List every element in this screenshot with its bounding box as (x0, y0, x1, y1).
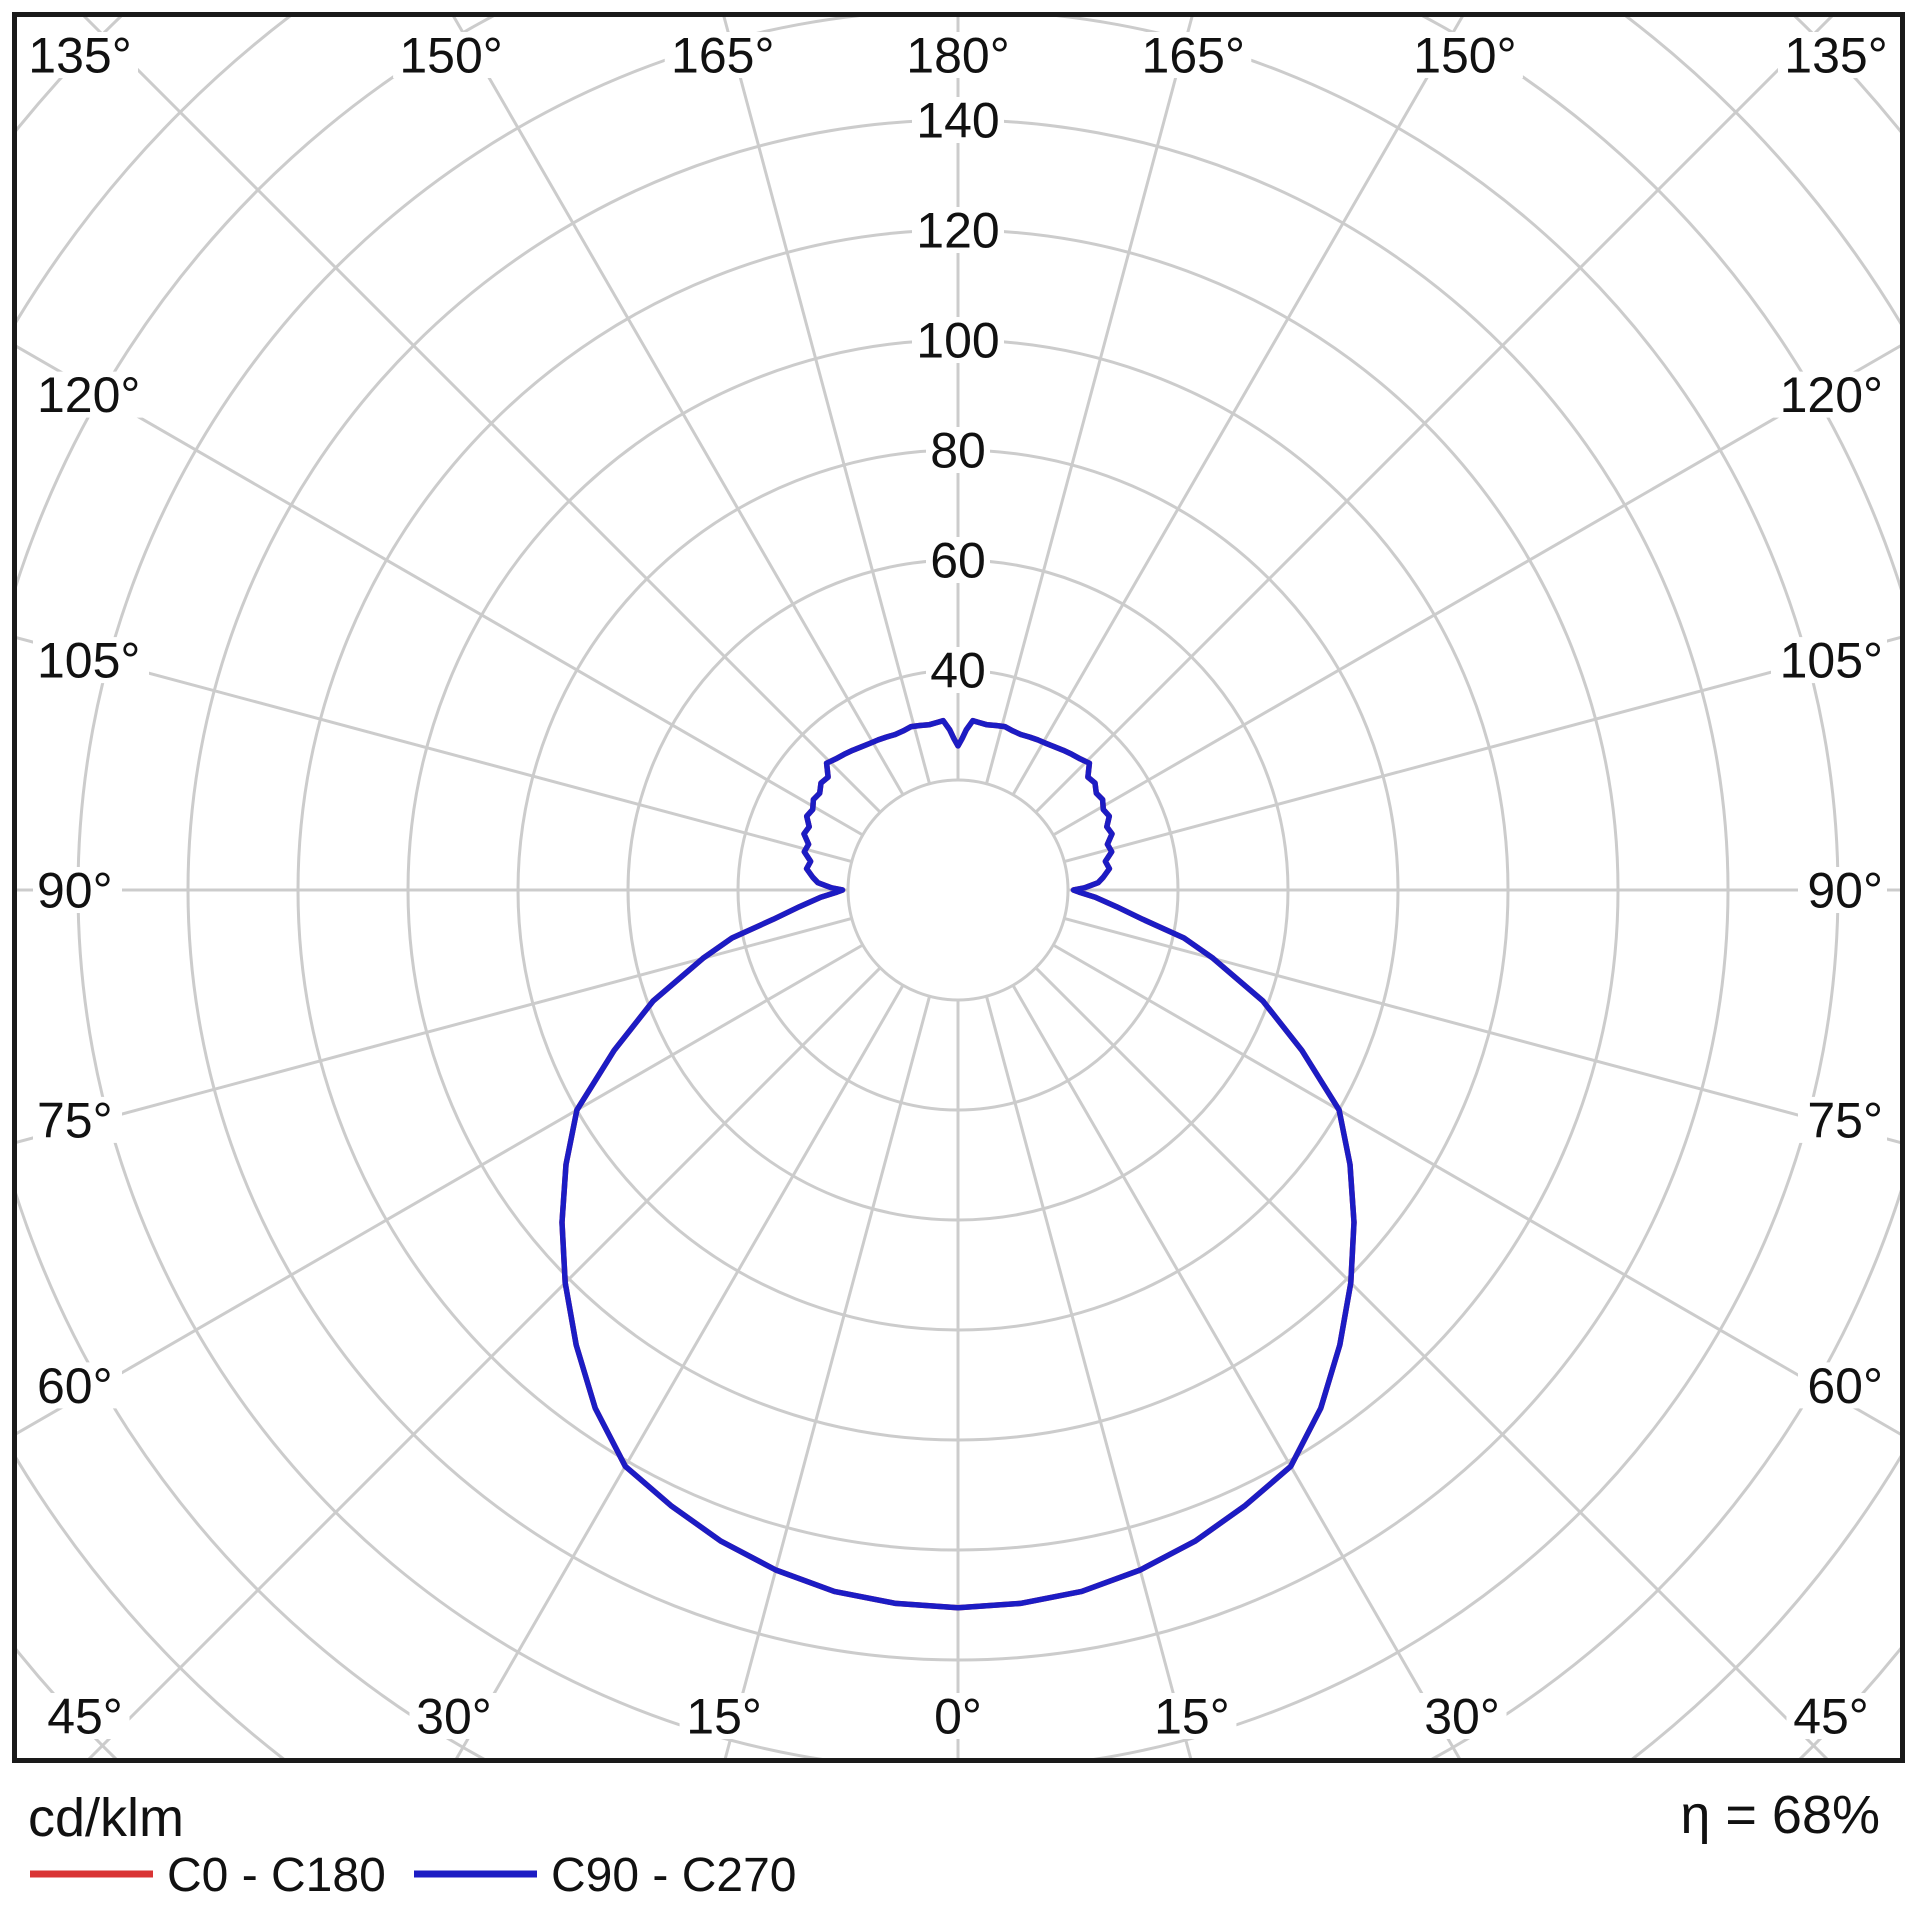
grid-spoke (1011, 17, 1464, 796)
angle-tick-label: 45° (1793, 1689, 1869, 1745)
angle-tick-label: 75° (1807, 1092, 1883, 1148)
grid-spoke (17, 636, 853, 863)
efficiency-label: η = 68% (1680, 1785, 1880, 1845)
radial-tick-label: 120 (916, 203, 999, 259)
angle-tick-label: 180° (906, 28, 1009, 84)
grid-spoke (17, 917, 853, 1144)
angle-label-bg (1147, 1693, 1237, 1739)
grid-spoke (82, 17, 882, 814)
legend-label-c0-c180: C0 - C180 (167, 1849, 386, 1902)
angle-tick-label: 60° (1807, 1358, 1883, 1414)
angle-label-bg (33, 1362, 122, 1409)
angle-tick-label: 135° (1784, 28, 1887, 84)
unit-label: cd/klm (28, 1788, 184, 1848)
angle-label-bg (1771, 637, 1887, 684)
angle-label-bg (33, 1096, 122, 1143)
legend-label-c90-c270: C90 - C270 (551, 1849, 796, 1902)
angle-label-bg (1786, 1693, 1876, 1739)
grid-spoke (1034, 17, 1834, 814)
angle-tick-label: 120° (1780, 367, 1883, 423)
radial-tick-label: 100 (916, 313, 999, 369)
angle-label-bg (40, 1693, 130, 1739)
angle-tick-label: 165° (1142, 28, 1245, 84)
grid-spoke (87, 966, 882, 1758)
radial-tick-label: 40 (930, 643, 986, 699)
angle-label-bg (1798, 1362, 1887, 1409)
grid-spoke (1034, 966, 1829, 1758)
angle-tick-labels: 0° 15° 15° 30° 30° 45° 45° 60° 60° 75° 75° 90° 90° 10… (22, 28, 1894, 1745)
grid-spoke (1052, 343, 1901, 837)
angle-tick-label: 150° (1413, 28, 1516, 84)
angle-label-bg (409, 1693, 499, 1739)
intensity-curves (559, 717, 1357, 1611)
grid-spoke (452, 17, 905, 796)
legend: C0 - C180 C90 - C270 (30, 1849, 796, 1902)
angle-label-bg (927, 1693, 989, 1739)
grid-spoke (1063, 635, 1901, 863)
angle-tick-label: 30° (1424, 1689, 1500, 1745)
angle-label-bg (1798, 1096, 1887, 1143)
angle-tick-label: 30° (416, 1689, 492, 1745)
angle-label-bg (22, 32, 138, 78)
angle-label-bg (1771, 371, 1887, 418)
grid-spoke (1063, 917, 1901, 1145)
radial-tick-label: 140 (916, 93, 999, 149)
curve-c90-c270 (559, 717, 1357, 1611)
grid-spoke (722, 17, 931, 785)
plot-frame (12, 12, 1905, 1763)
radial-label-bg (912, 317, 1004, 363)
angle-tick-label: 60° (37, 1358, 113, 1414)
grid-spoke (1052, 943, 1901, 1437)
angle-tick-label: 90° (37, 863, 113, 919)
radial-tick-label: 80 (930, 423, 986, 479)
radial-tick-label: 60 (930, 533, 986, 589)
angle-tick-label: 15° (1154, 1689, 1230, 1745)
angle-label-bg (1798, 867, 1887, 913)
grid-spoke (985, 17, 1194, 785)
angle-tick-label: 90° (1807, 863, 1883, 919)
angle-tick-label: 105° (1780, 633, 1883, 689)
angle-label-bg (679, 1693, 769, 1739)
grid-spoke (985, 995, 1193, 1758)
grid-circle (17, 17, 1901, 1758)
grid-spoke (723, 995, 931, 1758)
angle-tick-label: 165° (671, 28, 774, 84)
angle-tick-label: 0° (934, 1689, 982, 1745)
grid-spoke (17, 943, 864, 1436)
angle-label-bg (1406, 32, 1523, 78)
angle-tick-label: 75° (37, 1092, 113, 1148)
angle-label-bg (1778, 32, 1894, 78)
angle-label-bg (900, 32, 1016, 78)
angle-label-bg (33, 371, 149, 418)
angle-tick-label: 120° (37, 367, 140, 423)
grid-spoke (1011, 984, 1461, 1758)
angle-tick-label: 150° (399, 28, 502, 84)
grid-spoke (17, 344, 864, 837)
angle-label-bg (1417, 1693, 1507, 1739)
angle-tick-label: 105° (37, 633, 140, 689)
radial-label-bg (926, 537, 990, 583)
radial-tick-labels: 40 60 80 100 120 140 (912, 93, 1004, 699)
angle-label-bg (33, 637, 149, 684)
grid-circle (846, 778, 1070, 1002)
angle-tick-label: 45° (47, 1689, 123, 1745)
angle-tick-label: 135° (28, 28, 131, 84)
radial-label-bg (926, 647, 990, 693)
angle-label-bg (1135, 32, 1252, 78)
angle-tick-label: 15° (686, 1689, 762, 1745)
angle-label-bg (393, 32, 510, 78)
grid-spoke (455, 984, 905, 1758)
radial-label-bg (926, 427, 990, 473)
angle-label-bg (664, 32, 781, 78)
radial-label-bg (912, 207, 1004, 253)
angle-label-bg (33, 867, 122, 913)
radial-label-bg (912, 97, 1004, 143)
